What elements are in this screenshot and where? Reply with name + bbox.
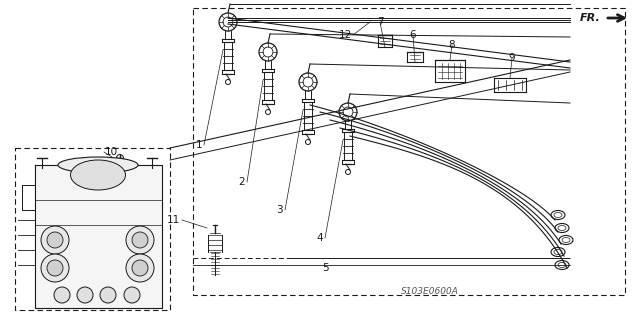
Circle shape [77,287,93,303]
Circle shape [132,232,148,248]
Text: 2: 2 [238,177,245,187]
Circle shape [41,226,69,254]
Text: 12: 12 [339,30,351,40]
Circle shape [126,226,154,254]
Ellipse shape [58,157,138,173]
Text: S103E0600A: S103E0600A [401,287,459,296]
Text: 6: 6 [410,30,416,40]
Text: 11: 11 [167,215,180,225]
Polygon shape [35,165,162,308]
Text: 10: 10 [105,147,118,157]
Text: 3: 3 [276,205,283,215]
Text: 9: 9 [509,53,515,63]
Text: 8: 8 [449,40,455,50]
Circle shape [47,260,63,276]
Circle shape [100,287,116,303]
Text: 5: 5 [322,263,328,273]
Text: 4: 4 [316,233,323,243]
Circle shape [41,254,69,282]
Circle shape [47,232,63,248]
Ellipse shape [70,160,125,190]
Circle shape [54,287,70,303]
Text: 1: 1 [195,140,202,150]
Text: FR.: FR. [580,13,601,23]
Circle shape [126,254,154,282]
Text: 7: 7 [377,17,383,27]
Circle shape [124,287,140,303]
Circle shape [132,260,148,276]
